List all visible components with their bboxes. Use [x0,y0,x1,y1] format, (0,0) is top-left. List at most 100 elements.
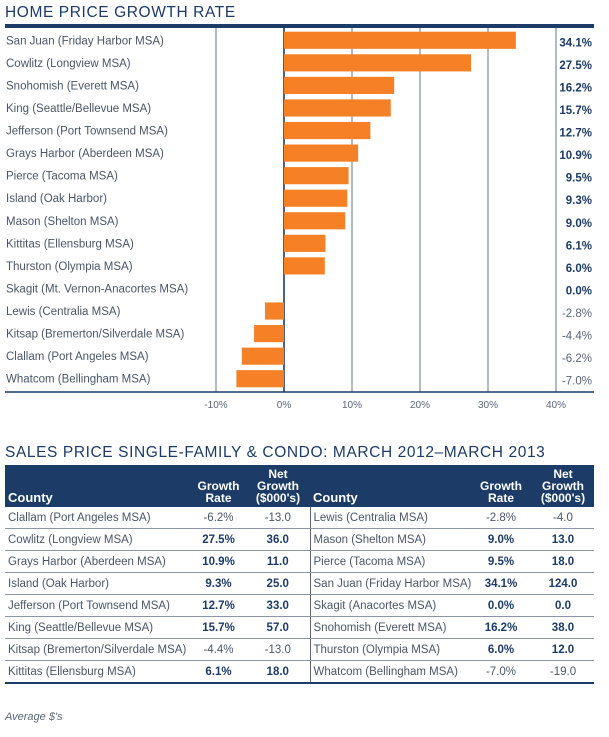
col-header-net-growth-left: Net Growth ($000's) [246,465,310,507]
category-label: Kittitas (Ellensburg MSA) [6,238,134,250]
net-growth-cell: -4.0 [532,507,594,529]
value-label: -4.4% [562,331,592,343]
county-cell: Kitsap (Bremerton/Silverdale MSA) [5,638,191,661]
value-label: 16.2% [559,82,592,94]
bar [284,257,325,275]
county-cell: Clallam (Port Angeles MSA) [5,507,191,529]
table-title: SALES PRICE SINGLE-FAMILY & CONDO: MARCH… [5,444,546,461]
growth-rate-cell: 9.0% [470,528,532,551]
category-label: Jefferson (Port Townsend MSA) [6,126,168,138]
net-growth-cell: 38.0 [532,616,594,639]
x-tick-label: 30% [478,400,498,411]
col-header-growth-rate-left: Growth Rate [191,465,246,507]
bar [284,121,371,140]
bar [284,31,516,49]
bar [264,302,284,320]
category-label: Island (Oak Harbor) [6,193,107,205]
table-row: Jefferson (Port Townsend MSA) 12.7% 33.0 Sk… [5,594,594,617]
col-header-county-right: County [310,465,470,507]
value-label: -6.2% [562,353,592,365]
value-label: 34.1% [559,37,592,49]
net-growth-cell: -13.0 [246,638,310,661]
category-label: Kitsap (Bremerton/Silverdale MSA) [6,329,184,341]
net-growth-cell: 33.0 [246,594,310,617]
category-label: Snohomish (Everett MSA) [6,80,139,92]
county-cell: Mason (Shelton MSA) [309,528,470,551]
x-tick-label: 10% [342,400,362,411]
growth-rate-cell: -7.0% [470,660,532,684]
x-axis-ticks: -10% 0% 10% 20% 30% 40% [204,400,566,411]
growth-rate-cell: -2.8% [470,507,532,529]
net-growth-cell: 25.0 [246,572,310,595]
bar [284,144,359,162]
x-tick-label: 20% [410,400,430,411]
growth-rate-cell: -4.4% [191,638,246,661]
category-label: Thurston (Olympia MSA) [6,261,133,273]
county-cell: Pierce (Tacoma MSA) [309,550,470,573]
table-row: Kittitas (Ellensburg MSA) 6.1% 18.0 Whatcom… [5,660,594,684]
county-cell: Thurston (Olympia MSA) [309,638,470,661]
col-header-growth-rate-right: Growth Rate [470,465,532,507]
net-growth-cell: -19.0 [532,660,594,684]
value-label: 10.9% [559,150,592,162]
growth-rate-cell: 16.2% [470,616,532,639]
net-growth-cell: 12.0 [532,638,594,661]
value-label: -2.8% [562,308,592,320]
growth-rate-cell: 10.9% [191,550,246,573]
table-row: Grays Harbor (Aberdeen MSA) 10.9% 11.0 Pier… [5,550,594,573]
growth-rate-cell: 0.0% [470,594,532,617]
county-cell: Grays Harbor (Aberdeen MSA) [5,550,191,573]
category-label: Pierce (Tacoma MSA) [6,171,118,183]
net-growth-cell: -13.0 [246,507,310,529]
bar [241,347,284,365]
col-header-county-left: County [5,465,191,507]
chart-header-rule [5,24,594,28]
bar [284,167,349,185]
category-label: Cowlitz (Longview MSA) [6,58,131,70]
growth-rate-cell: 15.7% [191,616,246,639]
footnote: Average $'s [5,711,63,723]
growth-rate-cell: 12.7% [191,594,246,617]
value-labels: 34.1% 27.5% 16.2% 15.7% 12.7% 10.9% 9.5% 9.3% 9.… [559,37,592,387]
col-header-net-growth-right: Net Growth ($000's) [532,465,594,507]
bar [254,325,284,343]
table-row: Cowlitz (Longview MSA) 27.5% 36.0 Mason (Sh… [5,528,594,551]
county-cell: Snohomish (Everett MSA) [309,616,470,639]
county-cell: Kittitas (Ellensburg MSA) [5,660,191,684]
sales-price-table: County Growth Rate Net Growth ($000's) Coun… [5,465,594,684]
x-tick-label: 40% [546,400,566,411]
x-tick-label: -10% [204,400,227,411]
net-growth-cell: 11.0 [246,550,310,573]
value-label: 6.1% [566,240,592,252]
county-cell: Jefferson (Port Townsend MSA) [5,594,191,617]
county-cell: Lewis (Centralia MSA) [309,507,470,529]
value-label: 12.7% [559,128,592,140]
category-label: Grays Harbor (Aberdeen MSA) [6,148,164,160]
net-growth-cell: 13.0 [532,528,594,551]
growth-rate-cell: 9.3% [191,572,246,595]
category-label: San Juan (Friday Harbor MSA) [6,35,164,47]
growth-rate-cell: 9.5% [470,550,532,573]
net-growth-cell: 36.0 [246,528,310,551]
category-label: Skagit (Mt. Vernon-Anacortes MSA) [6,283,188,295]
grid-lines [215,28,557,392]
table-row: Island (Oak Harbor) 9.3% 25.0 San Juan (Fri… [5,572,594,595]
growth-rate-cell: 6.1% [191,660,246,684]
value-label: 9.0% [566,218,592,230]
bars [236,31,516,388]
category-labels: San Juan (Friday Harbor MSA) Cowlitz (Lon… [6,35,188,385]
chart-title: HOME PRICE GROWTH RATE [5,4,236,21]
value-label: 27.5% [559,60,592,72]
county-cell: King (Seattle/Bellevue MSA) [5,616,191,639]
bar-chart: San Juan (Friday Harbor MSA) Cowlitz (Lon… [5,24,594,411]
net-growth-cell: 57.0 [246,616,310,639]
county-cell: Whatcom (Bellingham MSA) [309,660,470,684]
net-growth-cell: 18.0 [532,550,594,573]
category-label: King (Seattle/Bellevue MSA) [6,103,151,115]
county-cell: Cowlitz (Longview MSA) [5,528,191,551]
bar [284,54,471,72]
growth-rate-cell: -6.2% [191,507,246,529]
value-label: 9.3% [566,195,592,207]
value-label: -7.0% [562,376,592,388]
bar [236,370,284,388]
